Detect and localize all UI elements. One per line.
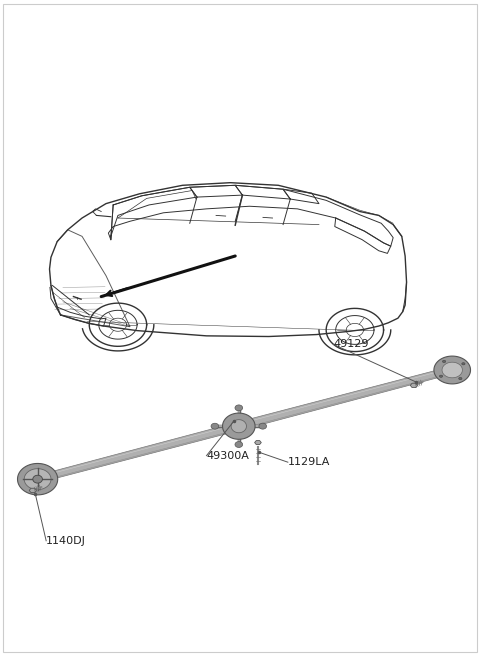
Text: 1140DJ: 1140DJ [46, 536, 86, 546]
Ellipse shape [439, 375, 443, 377]
Ellipse shape [211, 423, 219, 429]
Polygon shape [33, 475, 42, 483]
Text: 49300A: 49300A [206, 451, 250, 461]
Polygon shape [410, 383, 418, 388]
Ellipse shape [462, 363, 465, 365]
Polygon shape [52, 425, 228, 479]
Ellipse shape [443, 360, 446, 363]
Ellipse shape [459, 377, 462, 380]
Polygon shape [254, 441, 261, 445]
Polygon shape [231, 420, 246, 433]
Ellipse shape [235, 441, 242, 447]
Ellipse shape [259, 423, 266, 429]
Polygon shape [250, 369, 442, 427]
Text: 1129LA: 1129LA [288, 457, 330, 467]
Polygon shape [18, 463, 58, 495]
Text: 49129: 49129 [333, 339, 369, 350]
Polygon shape [223, 413, 255, 440]
Ellipse shape [235, 405, 242, 411]
Polygon shape [29, 488, 36, 493]
Polygon shape [442, 362, 462, 378]
Polygon shape [24, 468, 51, 489]
Polygon shape [434, 356, 470, 384]
